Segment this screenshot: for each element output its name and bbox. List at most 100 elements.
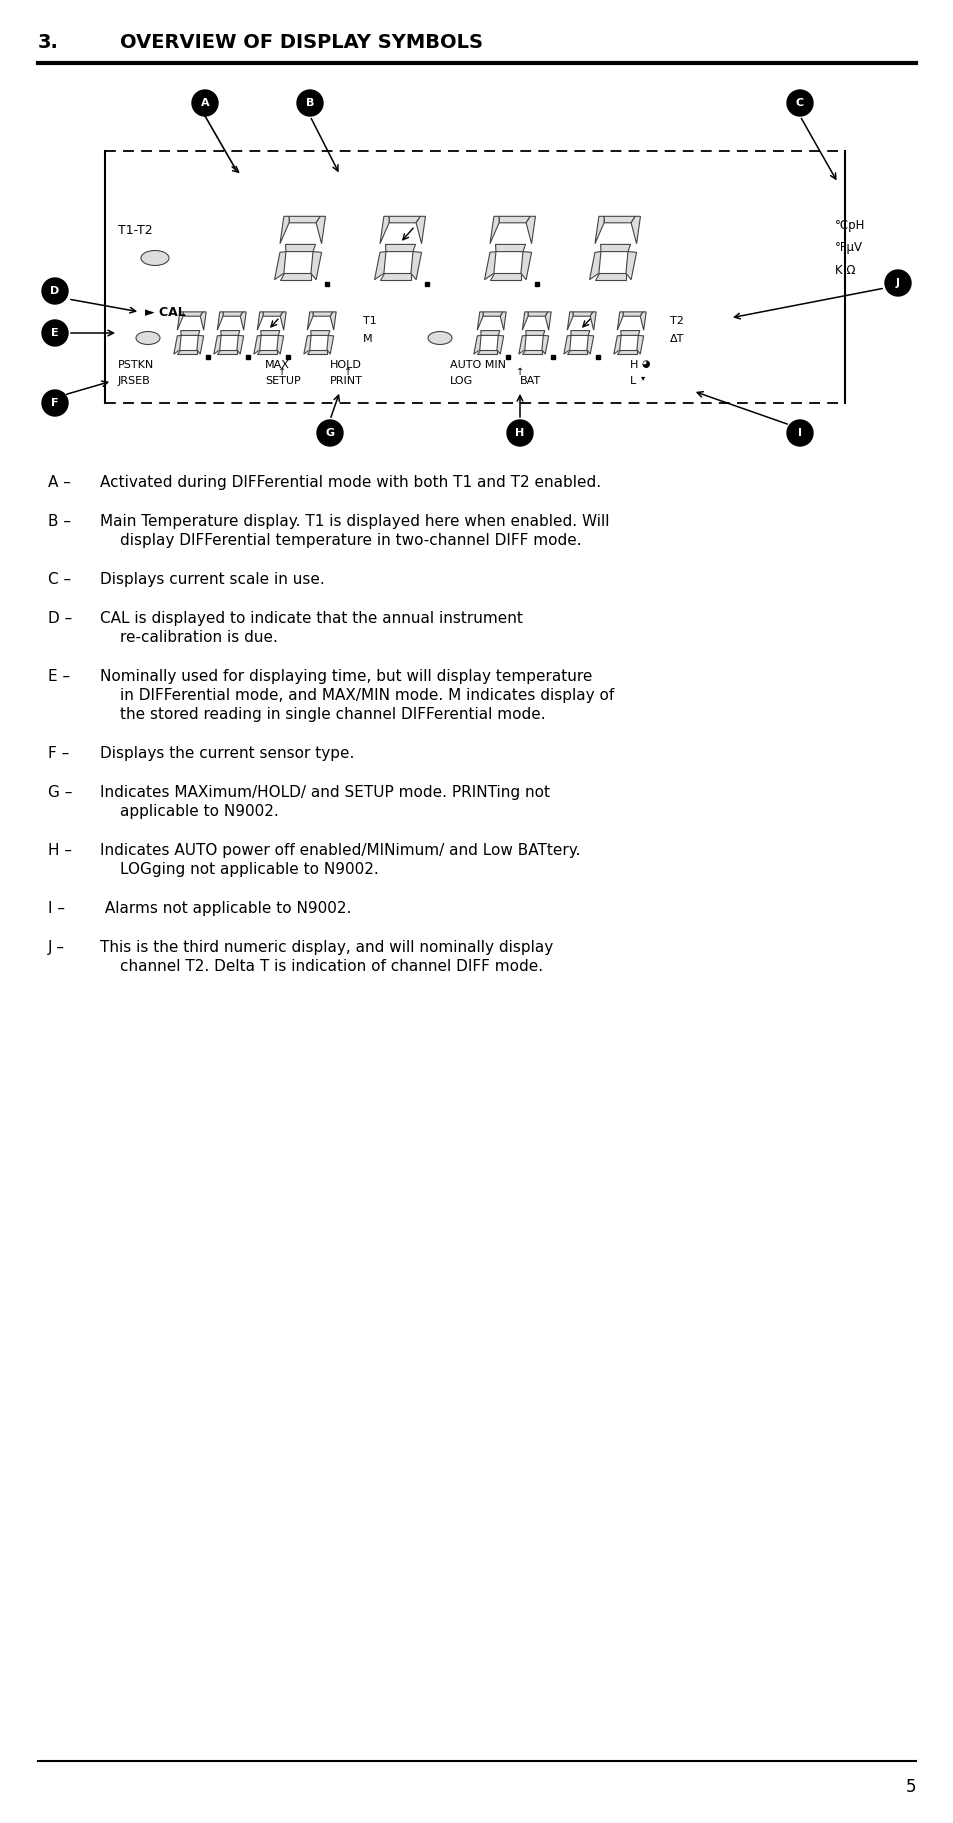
Polygon shape (474, 335, 480, 354)
Polygon shape (379, 273, 411, 279)
Text: D: D (51, 286, 59, 295)
Polygon shape (525, 217, 535, 244)
Polygon shape (217, 312, 223, 330)
Polygon shape (223, 312, 243, 315)
Polygon shape (495, 244, 525, 252)
Polygon shape (307, 350, 327, 354)
Polygon shape (620, 330, 639, 335)
Text: SETUP: SETUP (265, 376, 300, 386)
Text: T1: T1 (363, 315, 376, 326)
Polygon shape (563, 335, 571, 354)
Polygon shape (499, 312, 506, 330)
Polygon shape (389, 217, 420, 222)
Circle shape (316, 419, 343, 447)
Circle shape (42, 321, 68, 346)
Polygon shape (490, 217, 498, 244)
Text: Indicates AUTO power off enabled/MINimum/ and Low BATtery.: Indicates AUTO power off enabled/MINimum… (100, 842, 579, 859)
Polygon shape (528, 312, 547, 315)
Polygon shape (484, 252, 496, 279)
Text: J –: J – (48, 941, 65, 955)
Polygon shape (220, 330, 239, 335)
Polygon shape (594, 273, 625, 279)
Polygon shape (177, 312, 183, 330)
Polygon shape (639, 312, 645, 330)
Polygon shape (416, 217, 425, 244)
Text: OVERVIEW OF DISPLAY SYMBOLS: OVERVIEW OF DISPLAY SYMBOLS (120, 33, 482, 53)
Polygon shape (600, 244, 630, 252)
Polygon shape (521, 350, 541, 354)
Ellipse shape (141, 250, 169, 266)
Polygon shape (622, 312, 642, 315)
Polygon shape (617, 312, 622, 330)
Polygon shape (177, 350, 196, 354)
Polygon shape (637, 335, 643, 354)
Text: C: C (795, 98, 803, 108)
Polygon shape (595, 217, 603, 244)
Polygon shape (586, 335, 593, 354)
Text: Displays the current sensor type.: Displays the current sensor type. (100, 746, 354, 760)
Polygon shape (379, 217, 389, 244)
Circle shape (192, 89, 218, 117)
Polygon shape (566, 350, 586, 354)
Polygon shape (213, 335, 221, 354)
Text: °CpH: °CpH (834, 219, 864, 233)
Polygon shape (257, 312, 263, 330)
Text: ► CAL: ► CAL (145, 306, 186, 319)
Text: ◕: ◕ (641, 359, 650, 368)
Text: F –: F – (48, 746, 70, 760)
Polygon shape (253, 335, 261, 354)
Polygon shape (236, 335, 243, 354)
Text: G: G (325, 428, 335, 438)
Text: LOGging not applicable to N9002.: LOGging not applicable to N9002. (120, 862, 378, 877)
Text: K Ω: K Ω (834, 264, 855, 277)
Polygon shape (181, 330, 199, 335)
Text: C –: C – (48, 572, 71, 587)
Polygon shape (613, 335, 620, 354)
Polygon shape (307, 312, 313, 330)
Text: J: J (895, 277, 899, 288)
Text: MAX: MAX (265, 359, 290, 370)
Polygon shape (311, 330, 330, 335)
Polygon shape (498, 217, 530, 222)
Polygon shape (631, 217, 639, 244)
Polygon shape (327, 335, 334, 354)
Polygon shape (570, 330, 589, 335)
Polygon shape (521, 312, 528, 330)
Polygon shape (567, 312, 573, 330)
Text: Alarms not applicable to N9002.: Alarms not applicable to N9002. (100, 901, 351, 915)
Polygon shape (573, 312, 592, 315)
Polygon shape (200, 312, 206, 330)
Text: ↑: ↑ (344, 366, 352, 377)
Circle shape (786, 89, 812, 117)
Text: H: H (515, 428, 524, 438)
Text: T1-T2: T1-T2 (118, 224, 152, 237)
Polygon shape (303, 335, 311, 354)
Text: re-calibration is due.: re-calibration is due. (120, 631, 277, 645)
Polygon shape (313, 312, 333, 315)
Polygon shape (385, 244, 416, 252)
Text: G –: G – (48, 786, 72, 800)
Text: D –: D – (48, 611, 72, 625)
Polygon shape (375, 252, 386, 279)
Text: M: M (363, 334, 373, 345)
Text: BAT: BAT (519, 376, 540, 386)
Text: in DIFFerential mode, and MAX/MIN mode. M indicates display of: in DIFFerential mode, and MAX/MIN mode. … (120, 687, 614, 704)
Polygon shape (590, 312, 596, 330)
Polygon shape (173, 335, 181, 354)
Text: AUTO MIN: AUTO MIN (450, 359, 505, 370)
Circle shape (296, 89, 323, 117)
Text: Nominally used for displaying time, but will display temperature: Nominally used for displaying time, but … (100, 669, 592, 684)
Polygon shape (541, 335, 548, 354)
Text: B: B (306, 98, 314, 108)
Text: CAL is displayed to indicate that the annual instrument: CAL is displayed to indicate that the an… (100, 611, 522, 625)
Text: H: H (629, 359, 638, 370)
Polygon shape (257, 350, 276, 354)
Circle shape (884, 270, 910, 295)
Text: I: I (797, 428, 801, 438)
Polygon shape (625, 252, 636, 279)
Text: A: A (200, 98, 209, 108)
Text: I –: I – (48, 901, 65, 915)
Text: LOG: LOG (450, 376, 473, 386)
Polygon shape (274, 252, 286, 279)
Text: display DIFFerential temperature in two-channel DIFF mode.: display DIFFerential temperature in two-… (120, 532, 581, 549)
